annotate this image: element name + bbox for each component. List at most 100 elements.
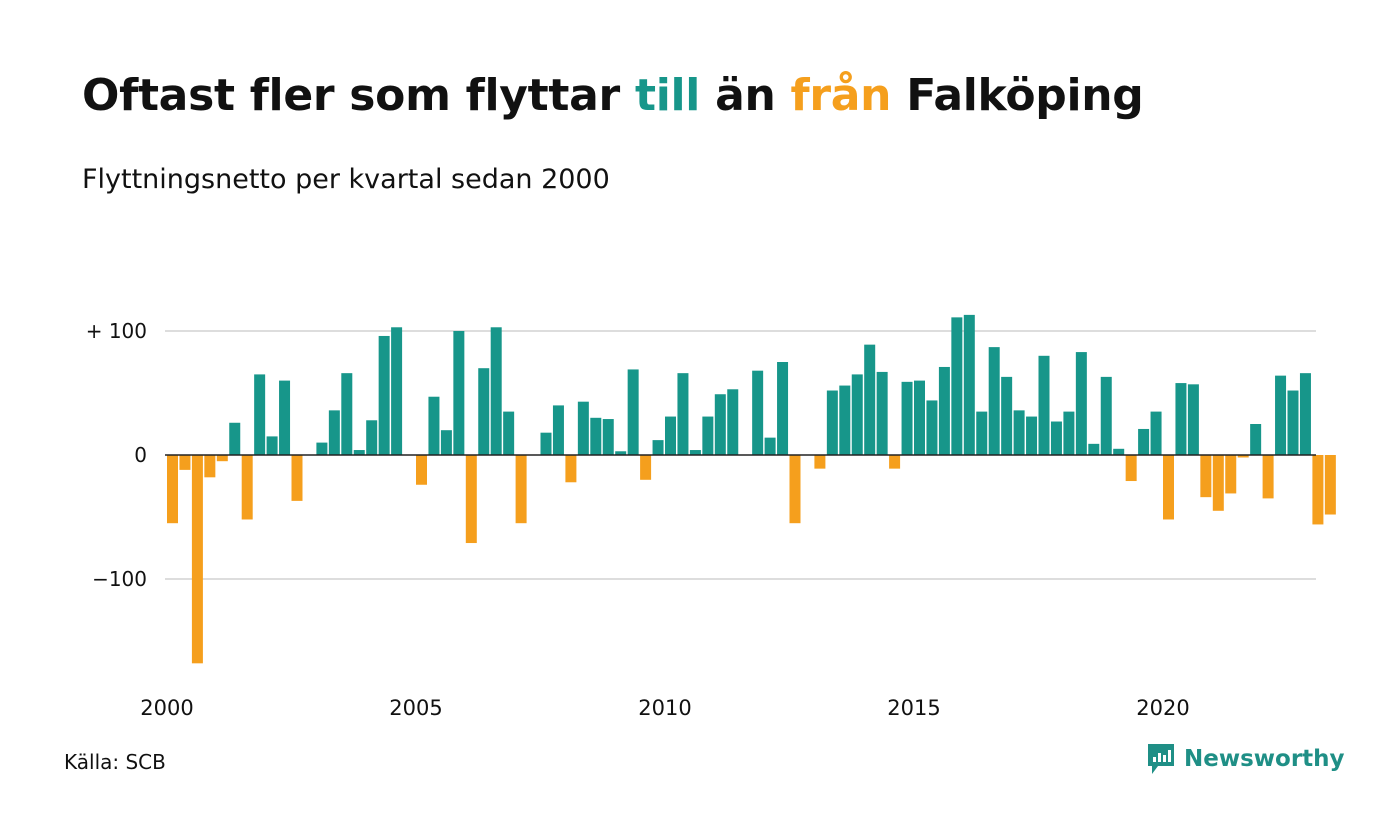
bar [1163, 455, 1174, 520]
bar [1299, 373, 1311, 455]
bar [889, 455, 901, 469]
chart-subtitle: Flyttningsnetto per kvartal sedan 2000 [82, 164, 610, 195]
bar [216, 455, 228, 462]
bar [938, 366, 950, 455]
bar [963, 314, 975, 455]
bar [590, 417, 602, 455]
x-tick-label: 2010 [638, 696, 691, 720]
bar [1237, 455, 1249, 458]
y-tick-label: −100 [92, 567, 147, 591]
bar [839, 385, 851, 455]
y-tick-label: + 100 [86, 319, 147, 343]
bar [689, 450, 701, 455]
bar [1187, 384, 1199, 455]
bar [976, 411, 988, 455]
bar [652, 440, 664, 455]
bars [167, 314, 1336, 664]
bar [478, 368, 490, 455]
bar-chart: + 100 0 −100 2000 2005 2010 2015 2020 [86, 314, 1336, 720]
bar [814, 455, 826, 469]
bar [1088, 443, 1100, 455]
bar [291, 455, 303, 501]
bar [926, 400, 938, 455]
bar [602, 419, 614, 455]
bar [789, 455, 801, 524]
bar [640, 455, 652, 480]
bar [254, 374, 266, 455]
bar [229, 422, 241, 455]
bar [1175, 383, 1187, 455]
bar [702, 416, 714, 455]
brand-name: Newsworthy [1184, 746, 1345, 772]
brand: Newsworthy [1146, 742, 1345, 776]
bar [727, 389, 739, 455]
bar [1225, 455, 1237, 494]
bar [1013, 410, 1025, 455]
bar [1262, 455, 1274, 499]
bar [677, 373, 689, 455]
title-part2: än [700, 70, 791, 121]
bar [167, 455, 178, 524]
bar [353, 450, 365, 455]
bar [552, 405, 564, 455]
bar [490, 327, 502, 455]
x-tick-label: 2005 [389, 696, 442, 720]
bar [316, 442, 328, 455]
bar [565, 455, 577, 483]
title-fran: från [790, 70, 892, 121]
x-tick-label: 2020 [1136, 696, 1189, 720]
bar [1312, 455, 1324, 525]
bar [851, 374, 863, 455]
bar [1324, 455, 1336, 515]
y-tick-label: 0 [134, 443, 147, 467]
bar [1063, 411, 1075, 455]
bar [341, 373, 353, 455]
title-till: till [634, 70, 701, 121]
bar [1150, 411, 1162, 455]
bar [540, 432, 552, 455]
bar [1287, 390, 1299, 455]
bar [1050, 421, 1062, 455]
bar [179, 455, 191, 470]
bar [378, 335, 390, 455]
bar [191, 455, 203, 664]
bar [777, 362, 789, 455]
bar [1026, 416, 1038, 455]
bar [665, 416, 676, 455]
bar [577, 401, 589, 455]
bar [1001, 376, 1013, 455]
bar [366, 420, 378, 455]
bar [627, 369, 639, 455]
bar [764, 437, 776, 455]
title-part1: Oftast fler som flyttar [82, 70, 635, 121]
bar [515, 455, 527, 524]
bar [465, 455, 477, 544]
bar [279, 380, 291, 455]
chart-title: Oftast fler som flyttar till än från Fal… [82, 70, 1144, 121]
bar [1038, 355, 1050, 455]
title-part3: Falköping [891, 70, 1144, 121]
bar [914, 380, 925, 455]
bar [1275, 375, 1287, 455]
y-tick-labels: + 100 0 −100 [86, 319, 147, 591]
bar [826, 390, 838, 455]
bar [204, 455, 216, 478]
bar [1200, 455, 1212, 498]
bar [1125, 455, 1137, 482]
bar [1075, 352, 1087, 455]
bar [901, 381, 913, 455]
bar [752, 370, 764, 455]
bar [1100, 376, 1112, 455]
bar [1113, 448, 1125, 455]
bar [714, 394, 726, 455]
bar [876, 371, 888, 455]
bar [951, 317, 963, 455]
bar [864, 344, 876, 455]
bar [391, 327, 403, 455]
bar [428, 396, 440, 455]
source-note: Källa: SCB [64, 750, 166, 774]
bar [1212, 455, 1224, 511]
x-tick-label: 2000 [140, 696, 193, 720]
bar [453, 331, 465, 455]
x-tick-label: 2015 [887, 696, 940, 720]
